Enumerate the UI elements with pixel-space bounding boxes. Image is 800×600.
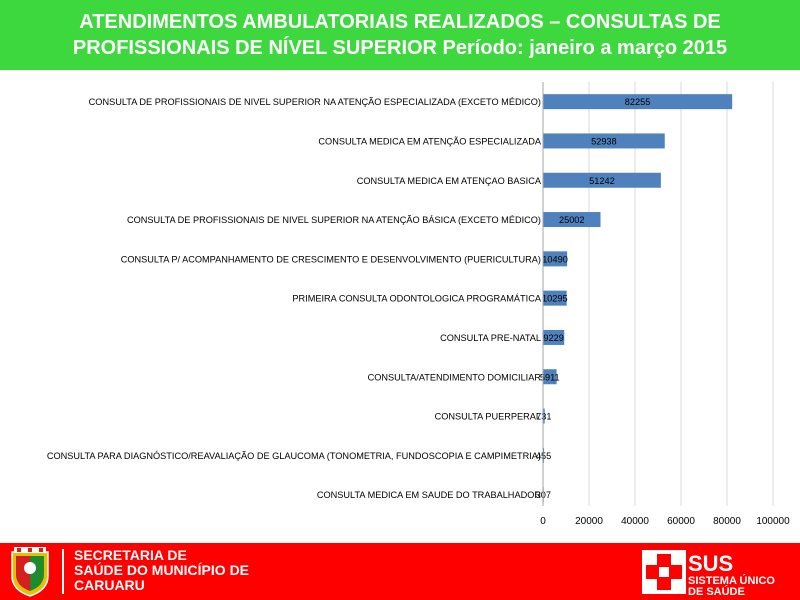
data-label: 10490	[542, 254, 568, 264]
bar	[543, 251, 568, 267]
data-label: 9229	[543, 333, 563, 343]
bar	[543, 369, 557, 385]
x-tick-label: 80000	[713, 516, 741, 527]
sus-acronym: SUS	[688, 551, 733, 576]
sus-line1: SISTEMA ÚNICO	[688, 574, 775, 587]
bar	[543, 329, 565, 345]
bar	[543, 447, 545, 463]
category-label: CONSULTA PARA DIAGNÓSTICO/REAVALIAÇÃO DE…	[47, 451, 541, 461]
x-tick-label: 100000	[756, 516, 790, 527]
sus-line2: DE SAÚDE	[688, 585, 745, 598]
category-label: CONSULTA MEDICA EM ATENÇÃO ESPECIALIZADA	[318, 136, 541, 146]
sus-logo: SUS SISTEMA ÚNICO DE SAÚDE	[642, 550, 775, 598]
x-tick-label: 60000	[667, 516, 695, 527]
data-label: 52938	[591, 136, 617, 146]
bar	[543, 408, 545, 424]
bar	[543, 94, 733, 110]
category-label: CONSULTA P/ ACOMPANHAMENTO DE CRESCIMENT…	[121, 254, 541, 264]
category-label: CONSULTA MEDICA EM ATENÇAO BASICA	[357, 176, 542, 186]
bar	[543, 212, 601, 228]
data-label: 731	[536, 412, 551, 422]
category-label: CONSULTA MEDICA EM SAUDE DO TRABALHADOR	[317, 490, 541, 500]
data-label: 51242	[589, 176, 615, 186]
data-label: 10295	[542, 294, 568, 304]
x-tick-label: 40000	[621, 516, 649, 527]
footer-divider	[62, 549, 64, 594]
secretaria-line1: SECRETARIA DE	[74, 547, 187, 563]
bar	[543, 133, 665, 149]
page-header: ATENDIMENTOS AMBULATORIAIS REALIZADOS – …	[0, 0, 800, 70]
bar	[543, 290, 567, 306]
page-title-line1: ATENDIMENTOS AMBULATORIAIS REALIZADOS – …	[79, 11, 721, 33]
category-label: CONSULTA DE PROFISSIONAIS DE NIVEL SUPER…	[127, 215, 541, 225]
data-label: 25002	[559, 215, 585, 225]
data-label: 455	[536, 451, 551, 461]
category-label: CONSULTA PUERPERAL	[435, 412, 541, 422]
caruaru-crest-logo	[11, 547, 49, 597]
page-footer: SECRETARIA DE SAÚDE DO MUNICÍPIO DE CARU…	[0, 543, 800, 600]
secretaria-name: SECRETARIA DE SAÚDE DO MUNICÍPIO DE CARU…	[74, 548, 249, 593]
category-label: CONSULTA/ATENDIMENTO DOMICILIAR	[368, 372, 542, 382]
x-tick-label: 20000	[575, 516, 603, 527]
bar-chart: 0 20000 40000 60000 80000 100000 CONSULTA DE P…	[47, 82, 790, 527]
category-label: CONSULTA PRE-NATAL	[440, 333, 541, 343]
data-label: 82255	[625, 97, 651, 107]
bar	[543, 172, 661, 188]
category-label: PRIMEIRA CONSULTA ODONTOLOGICA PROGRAMÁT…	[292, 294, 541, 304]
page-title-line2: PROFISSIONAIS DE NÍVEL SUPERIOR Período:…	[72, 37, 728, 59]
category-label: CONSULTA DE PROFISSIONAIS DE NIVEL SUPER…	[89, 97, 541, 107]
x-tick-label: 0	[540, 516, 546, 527]
secretaria-line3: CARUARU	[74, 577, 145, 593]
secretaria-line2: SAÚDE DO MUNICÍPIO DE	[74, 562, 250, 578]
data-label: 5911	[540, 372, 560, 382]
